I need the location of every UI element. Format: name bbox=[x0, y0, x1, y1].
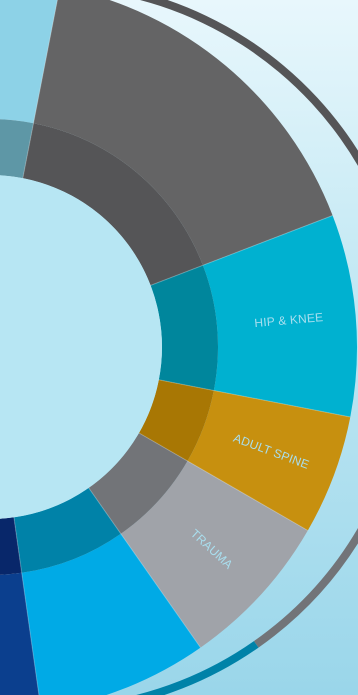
segment-top-hip-knee bbox=[202, 215, 358, 417]
segment-divider-6 bbox=[13, 517, 40, 695]
segment-divider-1 bbox=[22, 0, 58, 179]
segment-inner-top-dark-gray bbox=[22, 123, 203, 286]
segment-side-outer-bright-blue bbox=[135, 641, 259, 695]
segment-divider-4 bbox=[138, 432, 309, 531]
segment-divider-3 bbox=[158, 379, 351, 418]
segment-top-top-light-blue bbox=[0, 0, 58, 124]
segment-label-hip-knee: HIP & KNEE bbox=[254, 310, 324, 330]
segment-top-adult-spine bbox=[187, 390, 351, 531]
segment-top-top-dark-gray bbox=[33, 0, 333, 266]
segment-divider-5 bbox=[88, 487, 201, 648]
segment-inner-navy-blue bbox=[0, 517, 22, 575]
center-hole bbox=[0, 175, 162, 519]
segment-inner-bright-blue bbox=[13, 487, 121, 573]
segment-top-trauma bbox=[120, 461, 308, 648]
segment-inner-hip-knee bbox=[150, 265, 219, 391]
segment-top-bright-blue bbox=[21, 533, 201, 695]
segment-divider-2 bbox=[150, 215, 333, 286]
segment-side-outer-trauma bbox=[253, 527, 358, 648]
segment-inner-top-light-blue bbox=[0, 119, 34, 179]
segment-inner-adult-spine bbox=[139, 379, 214, 461]
segment-top-navy-blue bbox=[0, 572, 39, 695]
segment-inner-trauma bbox=[88, 433, 188, 534]
